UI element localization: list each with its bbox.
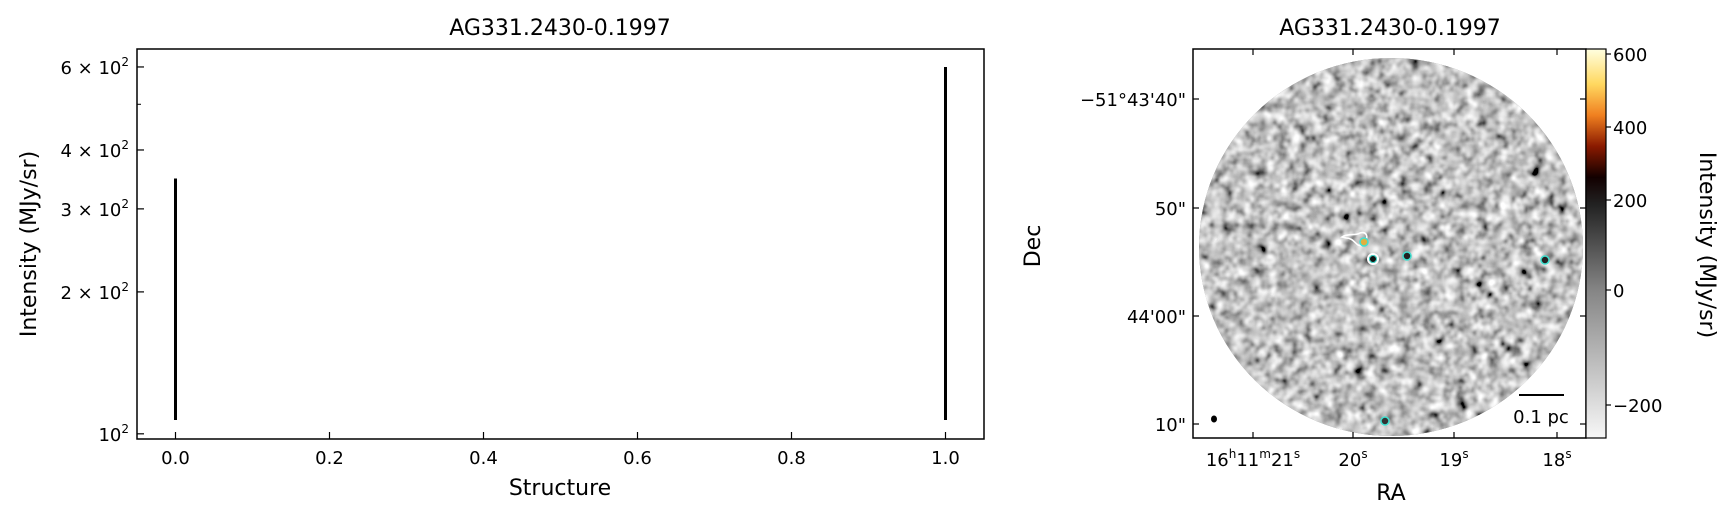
y-tick-base: 10	[98, 425, 121, 446]
left-plot-frame	[136, 48, 985, 440]
ra-unit: h	[1229, 447, 1237, 461]
x-tick-label: 0.2	[315, 448, 344, 469]
y-tick-label: 6 × 102	[60, 55, 129, 79]
y-tick-label: 4 × 102	[60, 138, 129, 162]
x-tick-label: 0.8	[777, 448, 806, 469]
colorbar	[1585, 48, 1607, 439]
ra-tick-label: 18s	[1542, 447, 1571, 471]
colorbar-tick-label: 200	[1613, 191, 1647, 212]
y-tick-label: 2 × 102	[60, 280, 129, 304]
ra-unit: s	[1462, 447, 1468, 461]
beam-icon	[1211, 415, 1217, 423]
dec-tick-label: 50"	[1155, 199, 1186, 220]
colorbar-tick-label: 600	[1613, 45, 1647, 66]
x-tick-label: 1.0	[931, 448, 960, 469]
ra-value: 16	[1206, 450, 1229, 471]
y-tick-mantissa: 3 ×	[60, 200, 98, 221]
y-tick-base: 10	[98, 58, 121, 79]
y-tick-exponent: 2	[121, 197, 129, 211]
colorbar-tick-label: −200	[1613, 396, 1662, 417]
y-tick-base: 10	[98, 141, 121, 162]
y-tick-exponent: 2	[121, 280, 129, 294]
source-marker	[1402, 251, 1412, 261]
left-y-axis-label: Intensity (MJy/sr)	[17, 151, 42, 337]
ra-value: 18	[1542, 450, 1565, 471]
x-tick-label: 0.6	[623, 448, 652, 469]
ra-value: 21	[1271, 450, 1294, 471]
colorbar-tick-label: 0	[1613, 281, 1624, 302]
map-title: AG331.2430-0.1997	[1279, 16, 1501, 41]
colorbar-tick-label: 400	[1613, 118, 1647, 139]
source-marker	[1369, 255, 1377, 263]
structure-intensity-chart: AG331.2430-0.1997 0.0 0.2 0.4 0.6 0.8 1.0 102…	[17, 16, 985, 501]
ra-unit: s	[1361, 447, 1367, 461]
left-x-axis-label: Structure	[509, 476, 611, 501]
y-tick-exponent: 2	[121, 138, 129, 152]
y-tick-mantissa: 6 ×	[60, 58, 98, 79]
ra-value: 19	[1439, 450, 1462, 471]
dec-tick-label: −51°43'40"	[1080, 90, 1186, 111]
dec-tick-label: 10"	[1155, 415, 1186, 436]
ra-unit: s	[1294, 447, 1300, 461]
y-tick-mantissa: 2 ×	[60, 283, 98, 304]
y-tick-exponent: 2	[121, 422, 129, 436]
left-chart-title: AG331.2430-0.1997	[449, 16, 671, 41]
ra-unit: m	[1259, 447, 1271, 461]
y-tick-base: 10	[98, 200, 121, 221]
ra-unit: s	[1565, 447, 1571, 461]
ra-tick-label: 20s	[1338, 447, 1367, 471]
y-tick-exponent: 2	[121, 55, 129, 69]
map-image	[1199, 58, 1583, 436]
y-tick-label: 102	[98, 422, 129, 446]
source-marker	[1380, 416, 1390, 426]
ra-axis-label: RA	[1376, 481, 1405, 506]
intensity-map: AG331.2430-0.1997 0.1 pc 16h11m21s 20s 19s…	[1021, 16, 1719, 506]
x-tick-label: 0.4	[469, 448, 498, 469]
ra-value: 11	[1236, 450, 1259, 471]
source-marker	[1359, 237, 1369, 247]
source-marker	[1540, 255, 1550, 265]
ra-value: 20	[1338, 450, 1361, 471]
y-tick-base: 10	[98, 283, 121, 304]
ra-tick-label: 16h11m21s	[1206, 447, 1300, 471]
dec-tick-label: 44'00"	[1127, 307, 1186, 328]
colorbar-label: Intensity (MJy/sr)	[1694, 152, 1719, 338]
dec-axis-label: Dec	[1021, 225, 1046, 268]
x-tick-label: 0.0	[161, 448, 190, 469]
y-tick-label: 3 × 102	[60, 197, 129, 221]
y-tick-mantissa: 4 ×	[60, 141, 98, 162]
ra-tick-label: 19s	[1439, 447, 1468, 471]
scale-bar-label: 0.1 pc	[1513, 407, 1569, 428]
